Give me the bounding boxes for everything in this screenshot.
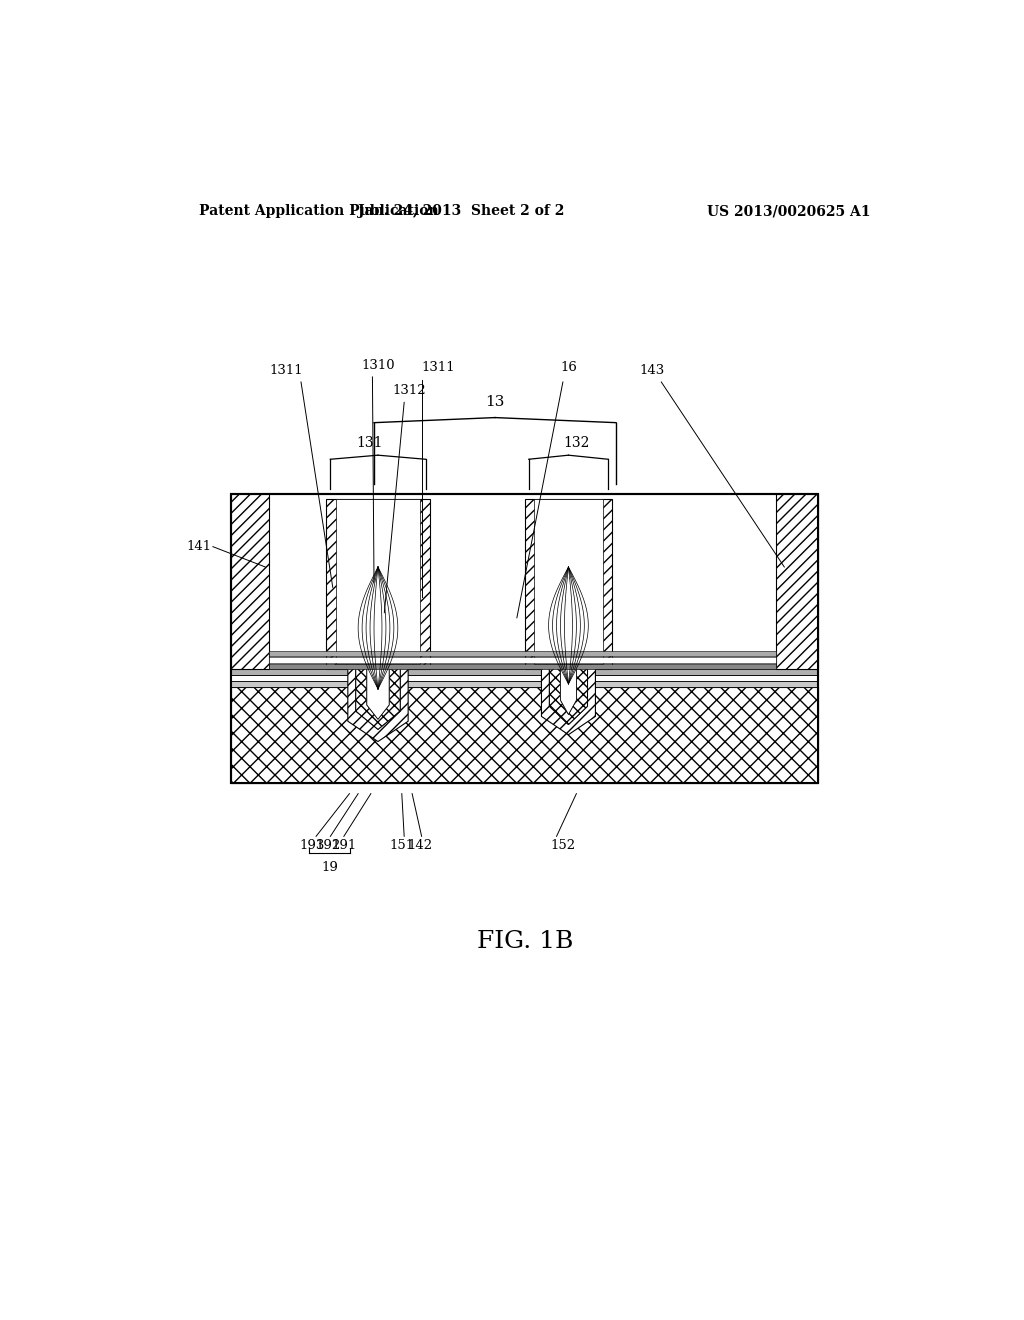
Bar: [269, 651, 776, 656]
Bar: [269, 664, 776, 669]
Text: 1312: 1312: [393, 384, 427, 397]
Polygon shape: [542, 669, 595, 735]
Text: 151: 151: [389, 840, 415, 853]
Text: 152: 152: [550, 840, 575, 853]
Text: 143: 143: [639, 364, 665, 378]
Text: US 2013/0020625 A1: US 2013/0020625 A1: [708, 205, 870, 218]
Text: Jan. 24, 2013  Sheet 2 of 2: Jan. 24, 2013 Sheet 2 of 2: [358, 205, 564, 218]
Text: 1311: 1311: [270, 364, 303, 378]
Text: 16: 16: [560, 360, 577, 374]
Text: 1311: 1311: [422, 360, 456, 374]
Text: 141: 141: [186, 540, 211, 553]
Polygon shape: [550, 669, 588, 725]
Bar: [524, 499, 612, 669]
Text: Patent Application Publication: Patent Application Publication: [200, 205, 439, 218]
Bar: [231, 494, 818, 784]
Text: 192: 192: [315, 840, 341, 853]
Bar: [535, 499, 602, 664]
Bar: [269, 657, 776, 663]
Bar: [336, 499, 420, 664]
Text: 1310: 1310: [361, 359, 395, 372]
Polygon shape: [560, 669, 577, 714]
Text: 193: 193: [299, 840, 325, 853]
Text: 131: 131: [356, 436, 383, 450]
Bar: [231, 675, 818, 681]
Bar: [327, 499, 430, 669]
Bar: [231, 681, 818, 686]
Text: 142: 142: [408, 840, 432, 853]
Polygon shape: [348, 669, 409, 742]
Text: 19: 19: [322, 861, 338, 874]
Text: FIG. 1B: FIG. 1B: [476, 929, 573, 953]
Text: 191: 191: [331, 840, 356, 853]
Bar: [231, 686, 818, 784]
Text: 132: 132: [563, 436, 590, 450]
Bar: [231, 669, 818, 675]
Polygon shape: [355, 669, 400, 730]
Bar: [776, 494, 818, 669]
Text: 13: 13: [485, 396, 505, 409]
Bar: [231, 494, 269, 669]
Polygon shape: [367, 669, 389, 719]
Bar: [231, 494, 818, 784]
